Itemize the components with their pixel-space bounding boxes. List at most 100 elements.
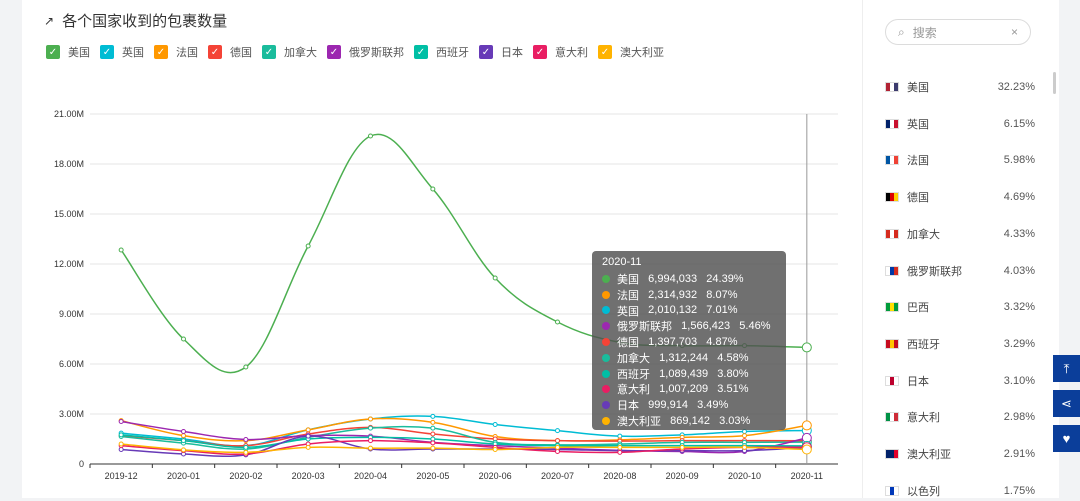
checkbox-icon: ✓: [414, 45, 428, 59]
country-item[interactable]: 美国 32.23%: [885, 77, 1035, 97]
data-point: [243, 364, 249, 370]
country-item[interactable]: 西班牙 3.29%: [885, 334, 1035, 354]
checkbox-icon: ✓: [262, 45, 276, 59]
tooltip-pct: 24.39%: [706, 272, 744, 285]
chart-tooltip: 2020-11 美国 6,994,033 24.39% 法国 2,314,932 …: [592, 251, 786, 430]
country-item[interactable]: 法国 5.98%: [885, 150, 1035, 170]
data-point: [181, 433, 186, 439]
flag-icon: [885, 155, 899, 166]
tooltip-row: 日本 999,914 3.49%: [602, 397, 776, 413]
country-item[interactable]: 英国 6.15%: [885, 114, 1035, 134]
country-name: 英国: [907, 118, 929, 131]
checkbox-icon: ✓: [327, 45, 341, 59]
checkbox-icon: ✓: [598, 45, 612, 59]
data-point: [430, 425, 436, 431]
data-point: [742, 429, 747, 434]
data-point: [118, 441, 124, 447]
legend-item[interactable]: ✓ 俄罗斯联邦: [327, 44, 404, 60]
legend-label: 德国: [230, 47, 252, 59]
favorite-button[interactable]: ♥: [1053, 425, 1080, 452]
x-tick-label: 2020-01: [167, 471, 200, 481]
legend-item[interactable]: ✓ 意大利: [533, 44, 588, 60]
y-tick-label: 0: [79, 459, 84, 469]
chart-legend: ✓ 美国 ✓ 英国 ✓ 法国 ✓ 德国 ✓ 加拿大 ✓ 俄罗斯联邦 ✓ 西班牙 ✓ 日本 ✓ 意大利 ✓ 澳大利亚: [46, 44, 674, 60]
tooltip-pct: 3.03%: [719, 415, 751, 428]
flag-icon: [885, 265, 899, 276]
country-pct: 4.69%: [1003, 191, 1035, 204]
clear-icon[interactable]: ×: [1010, 25, 1018, 39]
search-icon: ⌕: [898, 24, 905, 39]
tooltip-value: 1,089,439: [659, 367, 709, 380]
checkbox-icon: ✓: [479, 45, 493, 59]
checkbox-icon: ✓: [46, 45, 60, 59]
trend-icon: ↗: [44, 13, 55, 28]
flag-icon: [885, 375, 899, 386]
chart-title: ↗ 各个国家收到的包裹数量: [44, 10, 227, 31]
country-pct: 3.29%: [1003, 337, 1035, 350]
flag-icon: [885, 338, 899, 349]
data-point: [368, 438, 373, 444]
country-item[interactable]: 加拿大 4.33%: [885, 224, 1035, 244]
country-pct: 3.10%: [1003, 374, 1035, 387]
data-point: [430, 413, 436, 419]
data-point: [181, 429, 186, 434]
y-tick-label: 18.00M: [54, 159, 84, 169]
x-tick-label: 2020-06: [479, 471, 512, 481]
legend-item[interactable]: ✓ 西班牙: [414, 44, 469, 60]
tooltip-pct: 3.80%: [717, 367, 749, 380]
legend-label: 加拿大: [284, 47, 317, 59]
tooltip-name: 美国: [617, 273, 639, 286]
tooltip-pct: 8.07%: [706, 288, 738, 301]
legend-item[interactable]: ✓ 法国: [154, 44, 198, 60]
tooltip-pct: 4.58%: [717, 351, 749, 364]
flag-icon: [885, 192, 899, 203]
tooltip-title: 2020-11: [602, 256, 642, 268]
data-point: [118, 432, 124, 438]
legend-item[interactable]: ✓ 加拿大: [262, 44, 317, 60]
data-point: [430, 419, 436, 425]
series-line: [121, 443, 807, 454]
flag-icon: [885, 302, 899, 313]
y-tick-label: 9.00M: [59, 309, 84, 319]
data-point: [430, 186, 436, 192]
tooltip-row: 德国 1,397,703 4.87%: [602, 334, 776, 350]
legend-item[interactable]: ✓ 美国: [46, 44, 90, 60]
series-dot-icon: [602, 369, 610, 378]
checkbox-icon: ✓: [100, 45, 114, 59]
legend-item[interactable]: ✓ 日本: [479, 44, 523, 60]
data-point: [305, 243, 311, 249]
legend-item[interactable]: ✓ 澳大利亚: [598, 44, 664, 60]
scrollbar[interactable]: [1053, 72, 1056, 94]
country-name: 日本: [907, 375, 929, 388]
search-input[interactable]: ⌕ 搜索 ×: [885, 19, 1031, 45]
legend-item[interactable]: ✓ 英国: [100, 44, 144, 60]
legend-item[interactable]: ✓ 德国: [208, 44, 252, 60]
country-item[interactable]: 日本 3.10%: [885, 371, 1035, 391]
tooltip-name: 意大利: [617, 384, 650, 397]
tooltip-row: 英国 2,010,132 7.01%: [602, 303, 776, 319]
x-tick-label: 2020-02: [229, 471, 262, 481]
tooltip-pct: 3.51%: [717, 383, 749, 396]
share-button[interactable]: ⋖: [1053, 390, 1080, 417]
series-line: [121, 420, 807, 454]
tooltip-name: 加拿大: [617, 352, 650, 365]
country-item[interactable]: 意大利 2.98%: [885, 407, 1035, 427]
flag-icon: [885, 412, 899, 423]
tooltip-value: 2,314,932: [648, 288, 698, 301]
data-point: [742, 433, 747, 439]
country-item[interactable]: 澳大利亚 2.91%: [885, 444, 1035, 464]
series-line: [121, 425, 807, 450]
series-dot-icon: [602, 417, 610, 426]
tooltip-value: 1,007,209: [659, 383, 709, 396]
tooltip-row: 意大利 1,007,209 3.51%: [602, 382, 776, 398]
series-line: [121, 439, 807, 456]
tooltip-row: 加拿大 1,312,244 4.58%: [602, 350, 776, 366]
country-item[interactable]: 德国 4.69%: [885, 187, 1035, 207]
back-to-top-button[interactable]: ⤒: [1053, 355, 1080, 382]
country-item[interactable]: 以色列 1.75%: [885, 481, 1035, 501]
country-pct: 6.15%: [1003, 117, 1035, 130]
country-item[interactable]: 俄罗斯联邦 4.03%: [885, 261, 1035, 281]
country-item[interactable]: 巴西 3.32%: [885, 297, 1035, 317]
data-point: [742, 444, 747, 450]
series-dot-icon: [602, 322, 610, 331]
